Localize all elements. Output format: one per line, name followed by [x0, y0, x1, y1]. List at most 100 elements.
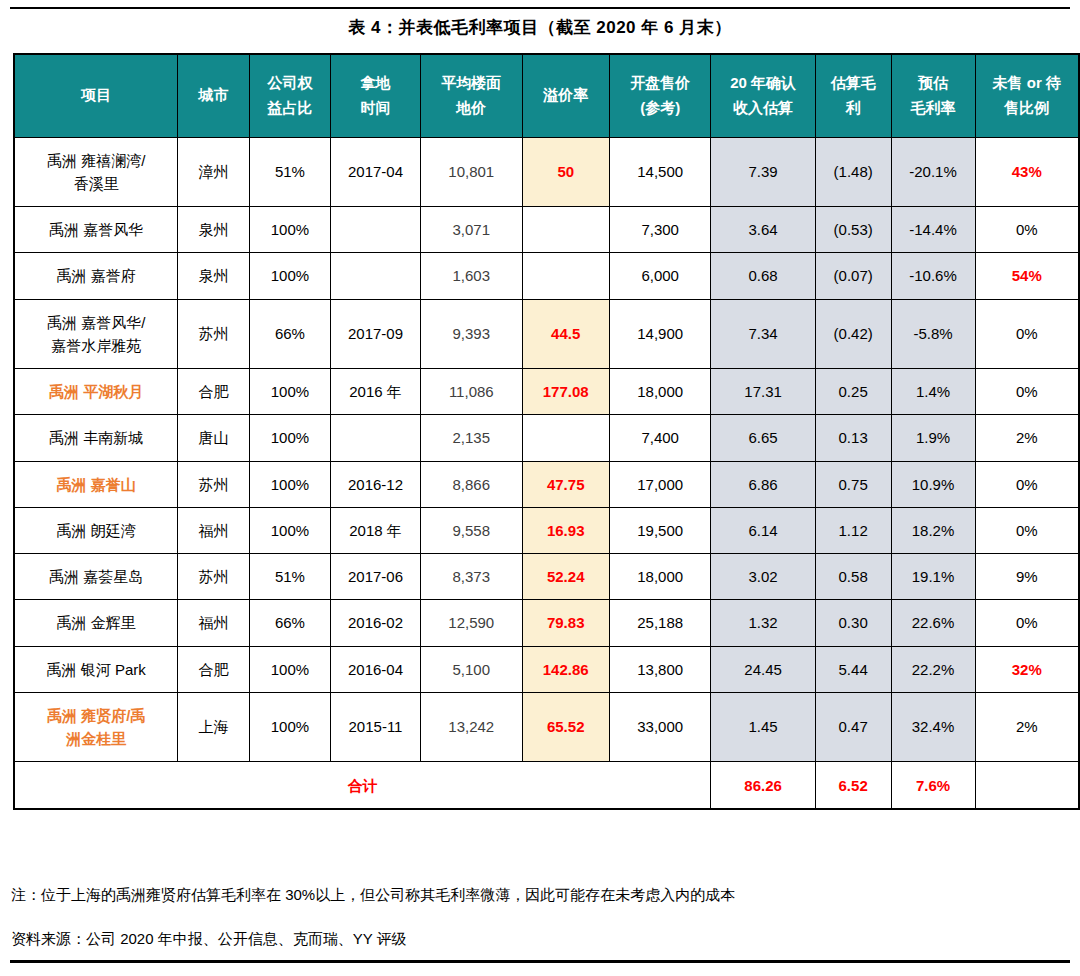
cell-equity-ratio: 66% [249, 299, 330, 369]
cell-revenue-estimate: 7.39 [711, 137, 815, 207]
cell-premium-rate: 50 [522, 137, 609, 207]
cell-city: 漳州 [178, 137, 249, 207]
col-header-premium: 溢价率 [522, 54, 609, 137]
cell-gross-margin: -14.4% [891, 207, 975, 253]
total-label-cell: 合计 [14, 762, 711, 810]
cell-city: 苏州 [178, 554, 249, 600]
cell-land-date [330, 253, 420, 299]
cell-gross-margin: 1.4% [891, 369, 975, 415]
cell-city: 唐山 [178, 415, 249, 461]
cell-revenue-estimate: 3.64 [711, 207, 815, 253]
total-revenue-cell: 86.26 [711, 762, 815, 810]
cell-land-date: 2016-12 [330, 461, 420, 507]
table-row: 禹洲 嘉誉风华/嘉誉水岸雅苑苏州66%2017-099,39344.514,90… [14, 299, 1079, 369]
cell-project: 禹洲 嘉誉山 [14, 461, 178, 507]
table-head: 项目城市公司权 益占比拿地 时间平均楼面 地价溢价率开盘售价 (参考)20 年确… [14, 54, 1079, 137]
cell-premium-rate: 65.52 [522, 692, 609, 762]
cell-avg-floor-price: 8,373 [420, 554, 522, 600]
cell-revenue-estimate: 6.65 [711, 415, 815, 461]
cell-avg-floor-price: 9,558 [420, 507, 522, 553]
cell-unsold-ratio: 32% [975, 646, 1079, 692]
cell-premium-rate: 47.75 [522, 461, 609, 507]
source-note: 资料来源：公司 2020 年中报、公开信息、克而瑞、YY 评级 [11, 930, 407, 949]
col-header-revenue: 20 年确认 收入估算 [711, 54, 815, 137]
cell-unsold-ratio: 2% [975, 692, 1079, 762]
cell-project: 禹洲 嘉荟星岛 [14, 554, 178, 600]
cell-gross-margin: 22.6% [891, 600, 975, 646]
cell-revenue-estimate: 6.14 [711, 507, 815, 553]
cell-avg-floor-price: 12,590 [420, 600, 522, 646]
cell-premium-rate: 177.08 [522, 369, 609, 415]
cell-city: 合肥 [178, 646, 249, 692]
table-row: 禹洲 朗廷湾福州100%2018 年9,55816.9319,5006.141.… [14, 507, 1079, 553]
cell-project: 禹洲 平湖秋月 [14, 369, 178, 415]
table-row: 禹洲 嘉誉府泉州100%1,6036,0000.68(0.07)-10.6%54… [14, 253, 1079, 299]
cell-gross-profit: (1.48) [815, 137, 891, 207]
cell-project: 禹洲 金辉里 [14, 600, 178, 646]
cell-gross-profit: 1.12 [815, 507, 891, 553]
cell-premium-rate [522, 415, 609, 461]
cell-gross-profit: 0.25 [815, 369, 891, 415]
cell-gross-margin: 19.1% [891, 554, 975, 600]
bottom-rule [10, 960, 1070, 963]
cell-land-date: 2016-02 [330, 600, 420, 646]
cell-unsold-ratio: 0% [975, 461, 1079, 507]
cell-revenue-estimate: 3.02 [711, 554, 815, 600]
cell-land-date: 2016-04 [330, 646, 420, 692]
cell-unsold-ratio: 43% [975, 137, 1079, 207]
cell-opening-price: 25,188 [609, 600, 711, 646]
table-row: 禹洲 雍禧澜湾/香溪里漳州51%2017-0410,8015014,5007.3… [14, 137, 1079, 207]
cell-revenue-estimate: 17.31 [711, 369, 815, 415]
cell-gross-margin: 22.2% [891, 646, 975, 692]
cell-gross-profit: 0.75 [815, 461, 891, 507]
cell-opening-price: 14,500 [609, 137, 711, 207]
cell-gross-profit: 0.58 [815, 554, 891, 600]
cell-equity-ratio: 51% [249, 137, 330, 207]
cell-city: 上海 [178, 692, 249, 762]
cell-equity-ratio: 66% [249, 600, 330, 646]
cell-equity-ratio: 100% [249, 369, 330, 415]
cell-unsold-ratio: 0% [975, 299, 1079, 369]
cell-land-date: 2016 年 [330, 369, 420, 415]
cell-project: 禹洲 雍贤府/禹洲金桂里 [14, 692, 178, 762]
cell-opening-price: 6,000 [609, 253, 711, 299]
report-page: 表 4：并表低毛利率项目（截至 2020 年 6 月末） 项目城市公司权 益占比… [0, 0, 1080, 976]
table-row: 禹洲 嘉誉山苏州100%2016-128,86647.7517,0006.860… [14, 461, 1079, 507]
cell-revenue-estimate: 1.45 [711, 692, 815, 762]
col-header-unsold: 未售 or 待 售比例 [975, 54, 1079, 137]
cell-revenue-estimate: 24.45 [711, 646, 815, 692]
cell-avg-floor-price: 5,100 [420, 646, 522, 692]
cell-gross-profit: 5.44 [815, 646, 891, 692]
cell-city: 泉州 [178, 253, 249, 299]
cell-opening-price: 7,400 [609, 415, 711, 461]
cell-project: 禹洲 丰南新城 [14, 415, 178, 461]
cell-avg-floor-price: 3,071 [420, 207, 522, 253]
cell-gross-profit: (0.53) [815, 207, 891, 253]
cell-premium-rate [522, 207, 609, 253]
cell-city: 泉州 [178, 207, 249, 253]
table-row: 禹洲 金辉里福州66%2016-0212,59079.8325,1881.320… [14, 600, 1079, 646]
cell-equity-ratio: 100% [249, 207, 330, 253]
cell-land-date: 2017-09 [330, 299, 420, 369]
cell-premium-rate: 44.5 [522, 299, 609, 369]
low-margin-projects-table: 项目城市公司权 益占比拿地 时间平均楼面 地价溢价率开盘售价 (参考)20 年确… [13, 53, 1080, 810]
cell-avg-floor-price: 8,866 [420, 461, 522, 507]
cell-unsold-ratio: 0% [975, 369, 1079, 415]
footnote: 注：位于上海的禹洲雍贤府估算毛利率在 30%以上，但公司称其毛利率微薄，因此可能… [11, 886, 735, 905]
table-body: 禹洲 雍禧澜湾/香溪里漳州51%2017-0410,8015014,5007.3… [14, 137, 1079, 809]
cell-avg-floor-price: 13,242 [420, 692, 522, 762]
col-header-margin_pct: 预估 毛利率 [891, 54, 975, 137]
cell-unsold-ratio: 9% [975, 554, 1079, 600]
cell-equity-ratio: 100% [249, 507, 330, 553]
cell-avg-floor-price: 10,801 [420, 137, 522, 207]
cell-land-date: 2017-04 [330, 137, 420, 207]
col-header-land_date: 拿地 时间 [330, 54, 420, 137]
cell-gross-profit: 0.13 [815, 415, 891, 461]
cell-gross-margin: 32.4% [891, 692, 975, 762]
cell-city: 苏州 [178, 461, 249, 507]
cell-unsold-ratio: 2% [975, 415, 1079, 461]
cell-gross-margin: -10.6% [891, 253, 975, 299]
cell-land-date: 2017-06 [330, 554, 420, 600]
cell-land-date: 2018 年 [330, 507, 420, 553]
cell-opening-price: 33,000 [609, 692, 711, 762]
